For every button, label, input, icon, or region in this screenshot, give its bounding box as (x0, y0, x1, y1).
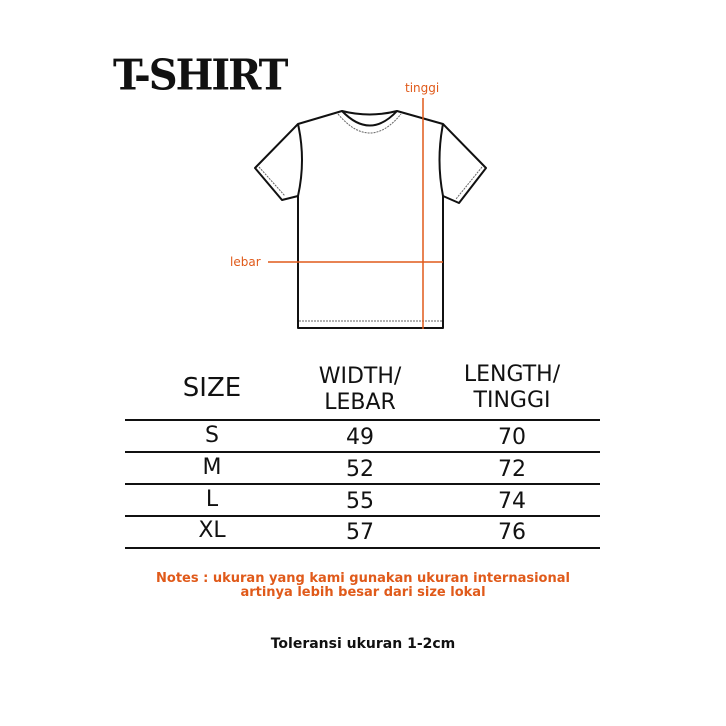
tshirt-outline (254, 110, 487, 329)
header-size: SIZE (182, 373, 242, 403)
cell-size: M (202, 455, 222, 480)
cell-length: 74 (498, 489, 526, 514)
cell-length: 70 (498, 425, 526, 450)
header-length-line2: TINGGI (473, 388, 551, 413)
table-divider (125, 547, 600, 549)
notes: Notes : ukuran yang kami gunakan ukuran … (0, 572, 726, 600)
table-divider (125, 419, 600, 421)
table-divider (125, 483, 600, 485)
cell-width: 49 (346, 425, 374, 450)
cell-size: L (205, 487, 219, 512)
cell-size: XL (198, 518, 226, 543)
tshirt-diagram: tinggi lebar (230, 81, 487, 329)
page-title: T-SHIRT (113, 50, 288, 101)
header-width-line2: LEBAR (324, 390, 396, 415)
tolerance-note: Toleransi ukuran 1-2cm (270, 636, 456, 652)
cell-size: S (205, 423, 219, 448)
cell-width: 52 (346, 457, 374, 482)
header-length-line1: LENGTH/ (463, 362, 561, 387)
table-divider (125, 515, 600, 517)
table-divider (125, 451, 600, 453)
height-label: tinggi (405, 81, 439, 95)
header-width: WIDTH/ LEBAR (290, 364, 430, 416)
notes-line2: artinya lebih besar dari size lokal (240, 585, 486, 600)
header-length: LENGTH/ TINGGI (442, 362, 582, 414)
cell-width: 55 (346, 489, 374, 514)
notes-line1: Notes : ukuran yang kami gunakan ukuran … (156, 571, 570, 586)
cell-width: 57 (346, 520, 374, 545)
width-label: lebar (230, 255, 261, 269)
cell-length: 76 (498, 520, 526, 545)
cell-length: 72 (498, 457, 526, 482)
header-width-line1: WIDTH/ (318, 364, 402, 389)
